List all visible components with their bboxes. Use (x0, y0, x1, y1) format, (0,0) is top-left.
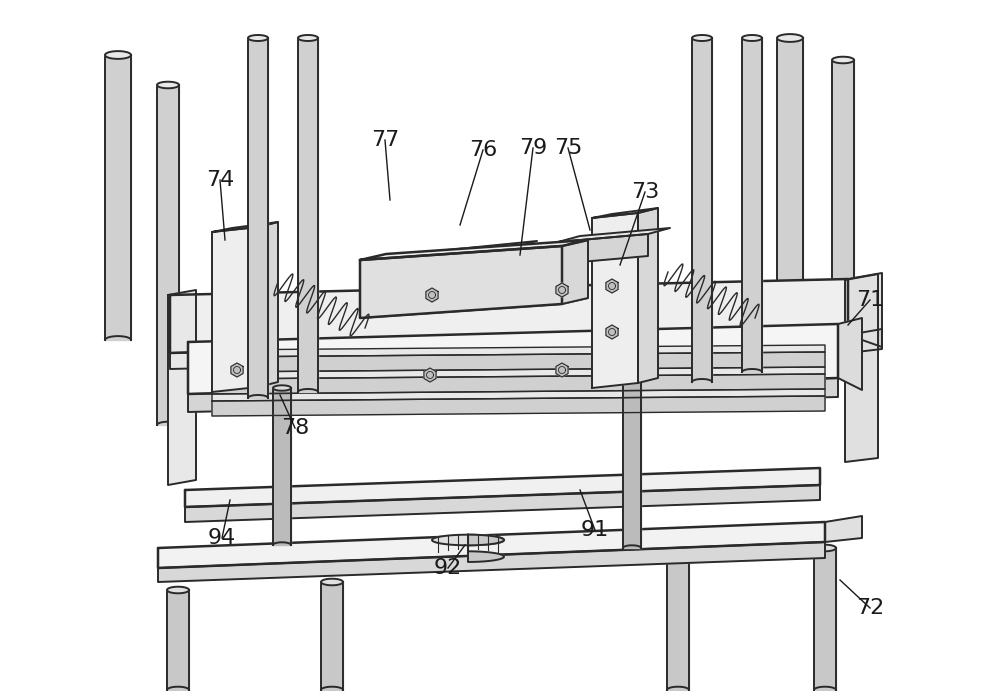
Polygon shape (556, 363, 568, 377)
Polygon shape (777, 34, 803, 42)
Polygon shape (157, 85, 179, 425)
Polygon shape (592, 208, 658, 218)
Polygon shape (298, 38, 318, 392)
Polygon shape (848, 329, 882, 353)
Polygon shape (157, 82, 179, 88)
Text: 79: 79 (519, 138, 547, 158)
Text: 76: 76 (469, 140, 497, 160)
Polygon shape (562, 240, 588, 304)
Polygon shape (432, 535, 504, 545)
Polygon shape (415, 247, 515, 279)
Polygon shape (825, 516, 862, 542)
Polygon shape (426, 288, 438, 302)
Polygon shape (212, 345, 825, 357)
Polygon shape (298, 35, 318, 41)
Polygon shape (777, 38, 803, 310)
Polygon shape (212, 374, 825, 394)
Polygon shape (814, 548, 836, 690)
Polygon shape (248, 35, 268, 41)
Text: 73: 73 (631, 182, 659, 202)
Polygon shape (606, 279, 618, 293)
Text: 77: 77 (371, 130, 399, 150)
Polygon shape (158, 542, 825, 582)
Polygon shape (212, 367, 825, 379)
Polygon shape (167, 590, 189, 690)
Polygon shape (742, 38, 762, 372)
Text: 94: 94 (208, 528, 236, 548)
Polygon shape (832, 57, 854, 64)
Text: 71: 71 (856, 290, 884, 310)
Polygon shape (623, 375, 641, 381)
Polygon shape (212, 389, 825, 401)
Polygon shape (692, 35, 712, 41)
Polygon shape (638, 208, 658, 383)
Polygon shape (814, 545, 836, 551)
Text: 74: 74 (206, 170, 234, 190)
Polygon shape (845, 274, 878, 462)
Polygon shape (838, 318, 862, 390)
Polygon shape (558, 234, 648, 264)
Polygon shape (556, 283, 568, 297)
Polygon shape (832, 60, 854, 358)
Polygon shape (170, 279, 848, 353)
Polygon shape (848, 273, 882, 347)
Polygon shape (188, 378, 838, 412)
Polygon shape (212, 227, 258, 392)
Polygon shape (667, 558, 689, 690)
Polygon shape (623, 378, 641, 548)
Polygon shape (212, 396, 825, 416)
Polygon shape (321, 582, 343, 690)
Polygon shape (424, 368, 436, 382)
Polygon shape (185, 485, 820, 522)
Text: 78: 78 (281, 418, 309, 438)
Polygon shape (692, 38, 712, 382)
Polygon shape (158, 522, 825, 568)
Polygon shape (188, 324, 838, 394)
Polygon shape (360, 246, 562, 318)
Polygon shape (167, 587, 189, 594)
Polygon shape (558, 228, 670, 242)
Polygon shape (185, 468, 820, 507)
Text: 75: 75 (554, 138, 582, 158)
Polygon shape (360, 240, 588, 260)
Polygon shape (415, 241, 537, 257)
Polygon shape (168, 290, 196, 485)
Text: 92: 92 (434, 558, 462, 578)
Polygon shape (231, 363, 243, 377)
Text: 91: 91 (581, 520, 609, 540)
Text: 72: 72 (856, 598, 884, 618)
Polygon shape (273, 386, 291, 390)
Polygon shape (321, 578, 343, 585)
Polygon shape (248, 38, 268, 398)
Polygon shape (468, 535, 504, 562)
Polygon shape (273, 388, 291, 545)
Polygon shape (667, 555, 689, 561)
Polygon shape (606, 325, 618, 339)
Polygon shape (105, 51, 131, 59)
Polygon shape (360, 298, 588, 318)
Polygon shape (592, 213, 638, 388)
Polygon shape (212, 352, 825, 372)
Polygon shape (170, 335, 848, 369)
Polygon shape (742, 35, 762, 41)
Polygon shape (105, 55, 131, 340)
Polygon shape (212, 222, 278, 232)
Polygon shape (258, 222, 278, 387)
